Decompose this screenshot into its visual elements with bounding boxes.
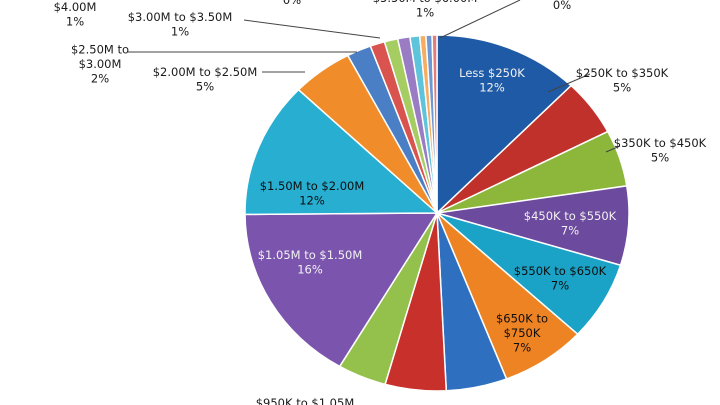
slice-label-9: $1.05M to $1.50M 16% <box>258 248 363 277</box>
leader-line-19 <box>439 0 521 39</box>
slice-label-3: $450K to $550K 7% <box>524 209 617 238</box>
pie-slice-19 <box>431 34 438 214</box>
pie-slices <box>244 34 630 392</box>
pie-slice-10 <box>244 88 439 216</box>
slice-label-16: $4.00M 1% <box>54 0 97 28</box>
slice-label-4: $550K to $650K 7% <box>514 264 607 293</box>
slice-label-5: $650K to $750K 7% <box>496 312 548 355</box>
slice-label-19: 0% <box>553 0 571 12</box>
slice-label-10: $1.50M to $2.00M 12% <box>260 179 365 208</box>
slice-label-12: $2.50M to $3.00M 2% <box>71 43 129 86</box>
slice-label-0: Less $250K 12% <box>459 66 525 95</box>
leader-line-15 <box>243 19 381 39</box>
slice-labels: Less $250K 12% $250K to $350K 5% $350K to $4… <box>54 0 707 405</box>
slice-label-17: 0% <box>283 0 301 7</box>
slice-label-8: $950K to $1.05M <box>256 396 355 405</box>
slice-label-11: $2.00M to $2.50M 5% <box>153 65 258 94</box>
leader-lines <box>128 0 621 153</box>
leader-line-1 <box>547 73 591 93</box>
slice-label-1: $250K to $350K 5% <box>576 66 669 95</box>
leader-line-2 <box>605 145 621 153</box>
pie-slice-9 <box>244 212 439 368</box>
slice-label-2: $350K to $450K 5% <box>614 136 707 165</box>
slice-label-15: $3.00M to $3.50M 1% <box>128 10 233 39</box>
